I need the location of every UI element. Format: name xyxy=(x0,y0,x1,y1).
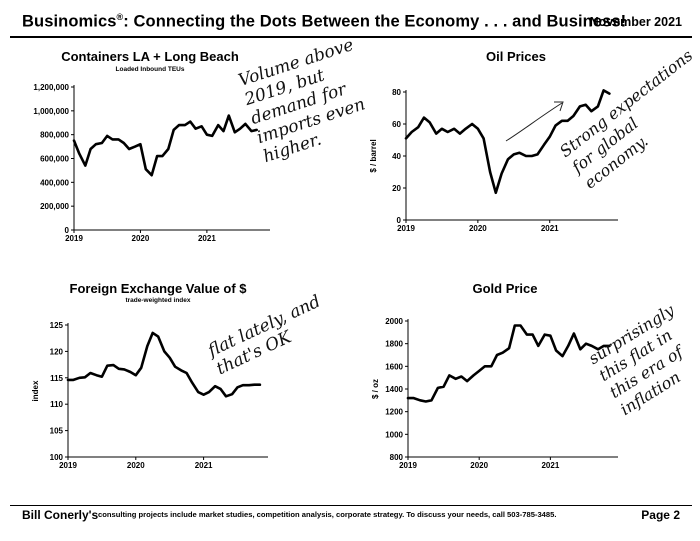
y-tick-label: 1800 xyxy=(385,340,403,349)
x-tick-label: 2020 xyxy=(132,234,150,243)
author-name: Bill Conerly's xyxy=(22,508,99,522)
y-tick-label: 110 xyxy=(50,400,63,409)
y-axis-label: $ / oz xyxy=(371,379,380,399)
chart-fx: Foreign Exchange Value of $trade-weighte… xyxy=(31,281,268,470)
y-tick-label: 105 xyxy=(50,427,64,436)
registered-mark: ® xyxy=(116,12,124,22)
x-tick-label: 2021 xyxy=(541,461,559,470)
chart-gold: Gold Price 800 1000 1200 1400 1600 1800 2000 201… xyxy=(371,281,618,470)
y-tick-label: 200,000 xyxy=(40,202,69,211)
y-tick-label: 1600 xyxy=(385,362,403,371)
series-line xyxy=(66,331,262,398)
y-tick-label: 40 xyxy=(392,152,401,161)
y-tick-label: 0 xyxy=(397,216,402,225)
y-tick-label: 1400 xyxy=(385,385,403,394)
y-tick-label: 600,000 xyxy=(40,155,69,164)
chart-title: Gold Price xyxy=(472,281,537,296)
x-tick-label: 2021 xyxy=(541,224,559,233)
y-tick-label: 115 xyxy=(50,374,63,383)
x-tick-label: 2020 xyxy=(469,224,487,233)
y-tick-label: 80 xyxy=(392,88,401,97)
y-tick-label: 20 xyxy=(392,184,401,193)
x-tick-label: 2019 xyxy=(399,461,417,470)
y-tick-label: 0 xyxy=(65,226,70,235)
y-tick-label: 400,000 xyxy=(40,178,69,187)
series-line xyxy=(406,324,611,403)
y-tick-label: 60 xyxy=(392,120,401,129)
x-tick-label: 2019 xyxy=(397,224,415,233)
chart-title: Containers LA + Long Beach xyxy=(61,49,239,64)
page-number: Page 2 xyxy=(641,508,680,522)
x-tick-label: 2019 xyxy=(65,234,83,243)
issue-date: November 2021 xyxy=(589,15,682,29)
y-axis-label: $ / barrel xyxy=(369,139,378,172)
footer-rule xyxy=(10,505,692,506)
y-tick-label: 1200 xyxy=(385,408,403,417)
series-line xyxy=(404,89,611,195)
title-tagline: : Connecting the Dots Between the Econom… xyxy=(123,12,627,31)
chart-subtitle: Loaded Inbound TEUs xyxy=(116,66,185,73)
x-tick-label: 2021 xyxy=(198,234,216,243)
series-line xyxy=(72,114,259,177)
chart-containers: Containers LA + Long Beach Loaded Inbound… xyxy=(33,49,270,243)
page-title: Businomics®: Connecting the Dots Between… xyxy=(22,12,626,32)
y-tick-label: 1,200,000 xyxy=(33,83,69,92)
x-tick-label: 2019 xyxy=(59,461,77,470)
header-rule xyxy=(10,36,692,38)
y-tick-label: 2000 xyxy=(385,317,403,326)
page-footer: Bill Conerly's consulting projects inclu… xyxy=(10,508,692,528)
y-axis-label: index xyxy=(31,380,40,401)
y-tick-label: 800 xyxy=(390,453,404,462)
y-tick-label: 125 xyxy=(50,321,64,330)
chart-title: Foreign Exchange Value of $ xyxy=(70,281,248,296)
y-tick-label: 1000 xyxy=(385,430,403,439)
chart-title: Oil Prices xyxy=(486,49,546,64)
up-arrow-icon xyxy=(505,101,564,142)
x-tick-label: 2020 xyxy=(127,461,145,470)
y-tick-label: 100 xyxy=(50,453,64,462)
x-tick-label: 2021 xyxy=(195,461,213,470)
consulting-blurb: consulting projects include market studi… xyxy=(98,510,557,519)
x-tick-label: 2020 xyxy=(470,461,488,470)
y-tick-label: 800,000 xyxy=(40,131,69,140)
chart-oil: Oil Prices 0 20 40 60 80 2019 2020 2021 $ / barre… xyxy=(369,49,618,233)
chart-subtitle: trade-weighted index xyxy=(125,297,190,304)
y-tick-label: 120 xyxy=(50,347,64,356)
page-header: Businomics®: Connecting the Dots Between… xyxy=(10,12,692,36)
brand-name: Businomics xyxy=(22,12,117,31)
y-tick-label: 1,000,000 xyxy=(33,107,69,116)
